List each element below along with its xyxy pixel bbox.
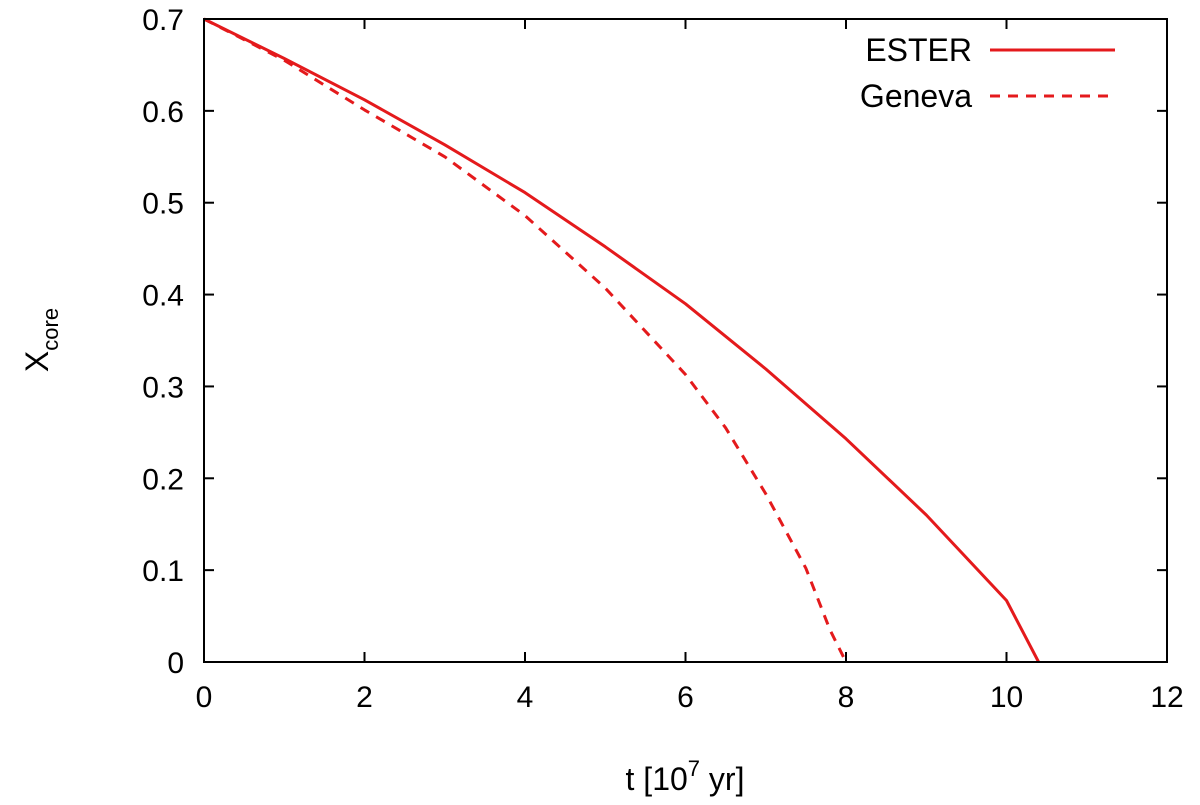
x-tick-label: 10	[990, 681, 1023, 714]
x-tick-label: 4	[517, 681, 534, 714]
y-tick-label: 0.6	[142, 96, 184, 129]
x-axis-label-superscript: 7	[688, 756, 700, 781]
ticks-layer	[203, 18, 1168, 663]
plot-frame	[203, 18, 1168, 663]
y-axis-label-subscript: core	[38, 308, 63, 351]
x-axis-label-tail: yr]	[700, 761, 744, 797]
y-axis-label-main: X	[19, 351, 55, 372]
x-tick-label: 8	[838, 681, 855, 714]
legend: ESTER Geneva	[860, 32, 1115, 114]
labels-layer: 0 2 4 6 8 10 12 0 0.1 0.2 0.3 0.4 0.5 0.6 0.7 t [107 yr…	[19, 4, 1184, 797]
y-tick-label: 0.7	[142, 4, 184, 37]
x-tick-label: 12	[1150, 681, 1183, 714]
y-tick-label: 0.5	[142, 188, 184, 221]
y-tick-label: 0.4	[142, 280, 184, 313]
y-tick-label: 0	[167, 647, 184, 680]
legend-label-ester: ESTER	[865, 32, 972, 68]
y-axis-label: Xcore	[19, 308, 63, 372]
legend-label-geneva: Geneva	[860, 78, 972, 114]
x-tick-label: 6	[677, 681, 694, 714]
x-tick-label: 2	[356, 681, 373, 714]
series-line-ester	[203, 17, 1040, 663]
x-tick-label: 0	[196, 681, 213, 714]
y-tick-label: 0.3	[142, 371, 184, 404]
x-axis-label-main: t [10	[626, 761, 688, 797]
series-line-geneva	[203, 17, 848, 663]
x-axis-label: t [107 yr]	[626, 756, 745, 797]
y-tick-label: 0.1	[142, 555, 184, 588]
series-layer	[203, 17, 1040, 663]
y-tick-label: 0.2	[142, 463, 184, 496]
